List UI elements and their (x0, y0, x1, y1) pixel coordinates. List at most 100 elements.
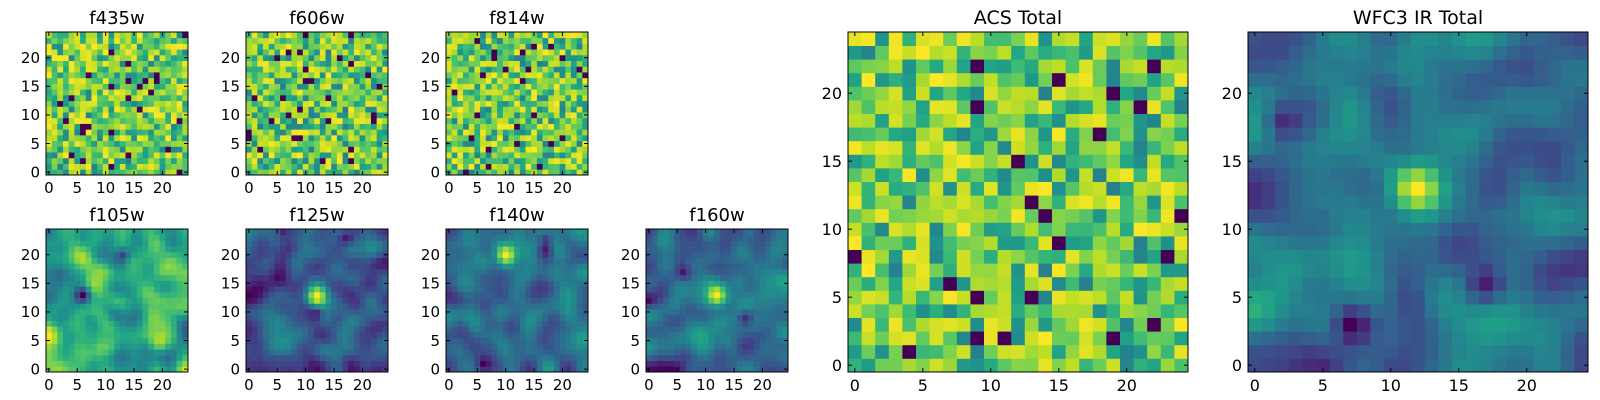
heatmap-cell (382, 60, 389, 67)
heatmap-cell (268, 157, 275, 164)
heatmap-cell (159, 129, 166, 136)
heatmap-cell (319, 349, 326, 356)
heatmap-cell (63, 169, 70, 176)
heatmap-cell (159, 314, 166, 321)
heatmap-cell (697, 286, 704, 293)
heatmap-cell (246, 320, 253, 327)
heatmap-cell (348, 112, 355, 119)
heatmap-cell (582, 314, 589, 321)
heatmap-cell (514, 251, 521, 258)
heatmap-cell (74, 94, 81, 102)
heatmap-cell (536, 66, 543, 73)
heatmap-cell (708, 291, 715, 299)
heatmap-cell (348, 229, 355, 236)
heatmap-cell (685, 251, 692, 258)
heatmap-cell (736, 314, 743, 321)
heatmap-cell (457, 280, 464, 287)
heatmap-cell (984, 236, 998, 250)
heatmap-cell (165, 72, 172, 79)
heatmap-cell (697, 320, 704, 327)
heatmap-cell (125, 366, 132, 373)
heatmap-cell (176, 152, 183, 159)
heatmap-cell (325, 146, 332, 153)
heatmap-cell (1174, 208, 1189, 223)
heatmap-cell (353, 72, 360, 79)
heatmap-cell (570, 354, 578, 361)
heatmap-cell (74, 89, 81, 96)
heatmap-cell (285, 77, 292, 84)
heatmap-cell (370, 152, 378, 159)
heatmap-cell (308, 134, 315, 142)
heatmap-cell (263, 106, 270, 113)
heatmap-cell (97, 360, 104, 367)
heatmap-cell (531, 77, 538, 84)
heatmap-cell (502, 83, 509, 90)
heatmap-cell (651, 349, 658, 356)
heatmap-cell (251, 343, 258, 350)
heatmap-cell (91, 49, 98, 56)
heatmap-cell (748, 326, 755, 333)
heatmap-cell (91, 169, 98, 176)
heatmap-cell (502, 360, 509, 367)
heatmap-cell (480, 303, 487, 310)
x-tick-label: 10 (696, 376, 715, 394)
heatmap-cell (1011, 317, 1026, 332)
heatmap-cell (308, 106, 315, 113)
heatmap-cell (570, 146, 578, 153)
heatmap-cell (485, 366, 492, 373)
heatmap-cell (474, 269, 481, 276)
heatmap-cell (753, 280, 760, 287)
heatmap-cell (984, 276, 998, 291)
heatmap-cell (131, 303, 138, 310)
heatmap-cell (251, 309, 258, 316)
heatmap-cell (565, 49, 572, 56)
heatmap-cell (91, 251, 98, 258)
heatmap-cell (51, 66, 58, 73)
heatmap-cell (463, 100, 470, 107)
heatmap-cell (251, 117, 258, 124)
heatmap-cell (463, 280, 470, 287)
heatmap-cell (342, 349, 349, 356)
x-tick-label: 5 (472, 179, 482, 197)
heatmap-cell (748, 343, 755, 350)
heatmap-cell (291, 366, 298, 373)
heatmap-cell (263, 234, 270, 241)
heatmap-cell (553, 146, 560, 153)
heatmap-cell (536, 303, 543, 310)
heatmap-cell (457, 60, 464, 67)
heatmap-cell (480, 117, 487, 124)
heatmap-cell (131, 263, 138, 270)
heatmap-cell (257, 354, 264, 361)
heatmap-cell (51, 37, 58, 44)
heatmap-cell (519, 349, 526, 356)
heatmap-cell (491, 83, 498, 90)
heatmap-cell (91, 286, 98, 293)
heatmap-cell (165, 326, 172, 333)
heatmap-cell (74, 100, 81, 107)
heatmap-cell (114, 117, 121, 124)
heatmap-cell (463, 286, 470, 293)
heatmap-cell (57, 54, 64, 61)
heatmap-cell (63, 314, 70, 321)
heatmap-cell (91, 72, 98, 79)
heatmap-cell (153, 169, 160, 176)
heatmap-cell (531, 326, 538, 333)
heatmap-cell (480, 89, 487, 96)
heatmap-cell (148, 43, 155, 50)
heatmap-cell (280, 77, 287, 84)
heatmap-cell (536, 246, 543, 253)
heatmap-cell (131, 360, 138, 367)
heatmap-cell (263, 54, 270, 61)
heatmap-cell (485, 297, 492, 304)
heatmap-cell (114, 123, 121, 130)
heatmap-cell (74, 163, 81, 170)
heatmap-cell (576, 89, 583, 96)
heatmap-cell (463, 117, 470, 124)
heatmap-cell (257, 337, 264, 344)
heatmap-cell (525, 263, 532, 270)
heatmap-cell (519, 117, 526, 124)
heatmap-cell (342, 60, 349, 67)
heatmap-cell (370, 246, 378, 253)
heatmap-cell (525, 331, 532, 339)
